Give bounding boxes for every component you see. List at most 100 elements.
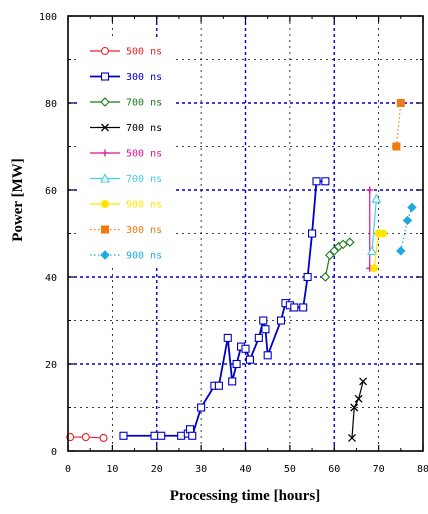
data-point [407, 202, 417, 213]
data-point [100, 250, 110, 260]
data-point [392, 142, 401, 151]
series-5 [366, 186, 374, 272]
y-tick-label: 20 [45, 360, 57, 371]
data-point [100, 97, 110, 107]
x-tick-label: 30 [195, 464, 207, 475]
data-point [232, 359, 241, 369]
data-point [276, 316, 286, 325]
data-point [345, 237, 355, 247]
legend-label: 300 ns [126, 225, 162, 236]
data-point [303, 272, 312, 282]
legend-label: 700 ns [126, 98, 162, 109]
data-point [348, 433, 356, 442]
data-point [329, 246, 340, 256]
data-point [359, 377, 368, 386]
x-tick-label: 10 [106, 464, 118, 475]
data-point [402, 215, 413, 226]
legend-item: 700 ns [90, 97, 162, 109]
legend-label: 700 ns [126, 174, 162, 185]
x-tick-label: 50 [284, 464, 296, 475]
x-tick-label: 60 [328, 464, 340, 475]
data-point [99, 433, 108, 443]
data-point [320, 272, 331, 282]
data-point [350, 403, 359, 412]
data-point [223, 333, 232, 342]
y-tick-label: 40 [45, 273, 57, 284]
data-point [228, 377, 237, 386]
x-tick-label: 40 [239, 464, 251, 475]
legend: 500 ns 300 ns 700 ns 700 ns 500 ns 700 ns 900 … [80, 38, 176, 268]
legend-label: 300 ns [126, 72, 162, 83]
y-tick-label: 60 [45, 186, 57, 197]
data-point [396, 99, 405, 107]
data-point [261, 325, 270, 334]
data-point [101, 225, 109, 234]
series-8 [392, 99, 405, 151]
data-point [157, 431, 166, 440]
series-layer [66, 99, 417, 443]
data-point [259, 316, 268, 325]
data-point [100, 173, 110, 183]
y-axis-title: Power [MW] [10, 158, 26, 241]
x-tick-label: 70 [373, 464, 385, 475]
data-point [354, 394, 363, 403]
data-point [100, 72, 110, 81]
data-point [197, 403, 206, 412]
data-point [188, 431, 197, 440]
legend-label: 900 ns [126, 251, 162, 262]
legend-label: 900 ns [126, 200, 162, 211]
data-point [396, 246, 406, 256]
y-tick-label: 0 [51, 447, 57, 458]
data-point [299, 303, 308, 312]
data-point [325, 250, 335, 261]
data-point [366, 186, 374, 194]
legend-label: 500 ns [126, 47, 162, 58]
x-axis-title: Processing time [hours] [170, 488, 321, 504]
series-6 [367, 193, 382, 255]
y-tick-label: 100 [39, 12, 57, 23]
data-point [185, 425, 195, 434]
data-point [290, 303, 299, 312]
legend-item: 500 ns [90, 47, 162, 58]
data-point [101, 149, 109, 157]
series-3 [320, 237, 355, 282]
series-line [395, 102, 402, 147]
data-point [100, 46, 110, 56]
legend-item: 300 ns [90, 72, 162, 83]
legend-item: 300 ns [90, 225, 162, 236]
data-point [338, 239, 348, 250]
legend-item: 700 ns [90, 173, 162, 185]
legend-item: 500 ns [90, 149, 162, 160]
legend-label: 500 ns [126, 149, 162, 160]
data-point [308, 229, 317, 238]
legend-item: 700 ns [90, 123, 162, 134]
series-7 [370, 229, 388, 273]
data-point [367, 245, 377, 255]
data-point [263, 351, 272, 360]
legend-item: 900 ns [90, 200, 162, 211]
data-point [379, 229, 388, 238]
series-line [351, 381, 364, 438]
tick-layer: 0 10 20 30 40 50 60 70 80 0 20 40 60 80 100 [39, 12, 428, 475]
x-tick-label: 0 [65, 464, 71, 475]
data-point [371, 193, 382, 203]
series-9 [396, 202, 417, 256]
data-point [241, 344, 250, 353]
data-point [150, 431, 159, 440]
series-4 [348, 377, 368, 442]
x-tick-label: 20 [151, 464, 163, 475]
series-2 [119, 177, 330, 440]
data-point [101, 123, 109, 132]
data-point [101, 200, 109, 208]
series-1 [66, 433, 108, 443]
legend-label: 700 ns [126, 123, 162, 134]
data-point [177, 431, 186, 440]
data-point [254, 333, 263, 342]
data-point [214, 381, 223, 390]
data-point [119, 431, 128, 440]
data-point [245, 355, 254, 364]
series-line [400, 207, 413, 252]
data-point [312, 177, 321, 186]
